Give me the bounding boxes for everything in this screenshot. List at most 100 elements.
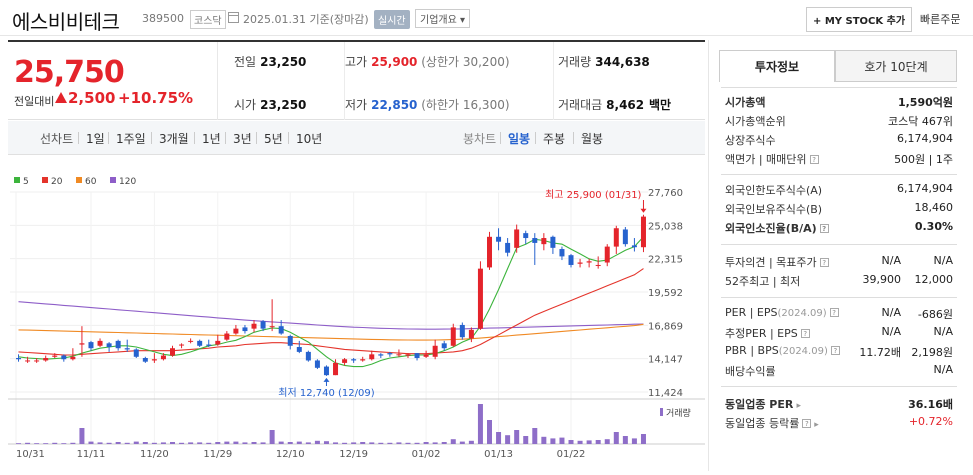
candle-body [151, 359, 157, 361]
volume-bar [523, 436, 529, 444]
tab-weekly[interactable]: 주봉 [543, 132, 566, 146]
help-icon[interactable]: ? [800, 329, 810, 338]
info-mid-value: N/A [881, 306, 901, 319]
candle-body [206, 344, 212, 346]
info-value: 0.30% [914, 220, 953, 233]
x-tick-label: 11/11 [77, 449, 106, 460]
info-row: 외국인한도주식수(A) 6,174,904 [725, 182, 953, 200]
low-price: 저가 22,850 (하한가 16,300) [345, 98, 510, 112]
volume-bar [251, 442, 257, 444]
volume-bar [405, 442, 411, 444]
tab-daily[interactable]: 일봉 [508, 132, 531, 146]
candle-body [342, 359, 348, 363]
candle-body [215, 340, 221, 345]
arrow-right-icon[interactable]: ▸ [793, 401, 802, 411]
tab-investment-info[interactable]: 투자정보 [719, 50, 835, 82]
stock-chart[interactable]: 5 20 60 120 27,760 25,038 22,315 19,592 16,869 14… [8, 156, 705, 471]
volume: 거래량 344,638 [558, 55, 650, 69]
help-icon[interactable]: ? [802, 419, 812, 428]
ma-line-5 [18, 236, 644, 368]
add-mystock-button[interactable]: + MY STOCK 추가 [806, 7, 913, 32]
volume-bar [16, 443, 22, 444]
x-tick-label: 12/10 [276, 449, 305, 460]
tab-1d[interactable]: 1일 [86, 132, 105, 146]
info-label: PBR | BPS(2024.09)? [725, 344, 840, 357]
tab-order-book[interactable]: 호가 10단계 [835, 50, 957, 82]
legend-swatch [110, 177, 116, 183]
candle-body [550, 236, 556, 248]
arrow-right-icon[interactable]: ▸ [811, 420, 819, 430]
help-icon[interactable]: ? [830, 346, 840, 355]
candle-body [432, 345, 438, 357]
help-icon[interactable]: ? [819, 224, 829, 233]
info-row: 상장주식수 6,174,904 [725, 132, 953, 150]
help-icon[interactable]: ? [819, 258, 829, 267]
volume-bar [369, 442, 375, 444]
tab-3m[interactable]: 3개월 [159, 132, 189, 146]
help-icon[interactable]: ? [829, 308, 839, 317]
volume-bar [206, 442, 212, 444]
y-tick-label: 25,038 [648, 221, 683, 232]
line-chart-label[interactable]: 선차트 [40, 132, 74, 146]
tab-monthly[interactable]: 월봉 [581, 132, 604, 146]
candle-body [351, 359, 357, 361]
info-label: 시가총액 [725, 96, 766, 109]
volume-bar [314, 440, 320, 444]
tab-1y[interactable]: 1년 [202, 132, 221, 146]
candle-body [188, 340, 194, 342]
info-value: 6,174,904 [897, 182, 953, 195]
tab-3y[interactable]: 3년 [233, 132, 252, 146]
candle-body [378, 354, 384, 356]
candle-body [233, 328, 239, 334]
candle-body [269, 326, 275, 328]
info-label: 동일업종 등락률? ▸ [725, 417, 819, 430]
info-mid-value: N/A [881, 325, 901, 338]
tab-5y[interactable]: 5년 [264, 132, 283, 146]
candle-body [523, 233, 529, 239]
volume-label: 거래량 [666, 407, 691, 419]
volume-bar [224, 441, 230, 444]
candle-body [450, 327, 456, 346]
help-icon[interactable]: ? [809, 155, 819, 164]
candle-body [224, 333, 230, 340]
info-value: 12,000 [914, 273, 954, 286]
info-label: 배당수익률 [725, 365, 776, 378]
info-row: 동일업종 PER ▸ 36.16배 [725, 396, 953, 414]
volume-bar [215, 442, 221, 444]
price-summary: 25,750 전일대비 2,500 +10.75% 전일 23,250 고가 25,… [8, 40, 705, 120]
candle-body [287, 335, 293, 346]
candle-body [514, 229, 520, 248]
candle-body [360, 359, 366, 361]
info-row: 외국인보유주식수(B) 18,460 [725, 201, 953, 219]
stock-code: 389500 [142, 12, 184, 25]
candle-chart-label[interactable]: 봉차트 [463, 132, 497, 146]
realtime-button[interactable]: 실시간 [374, 10, 410, 29]
volume-bar [577, 440, 583, 444]
change-value: 2,500 [68, 89, 116, 107]
volume-bar [604, 439, 610, 444]
volume-bar [124, 442, 130, 444]
info-label: 시가총액순위 [725, 115, 786, 128]
tab-10y[interactable]: 10년 [296, 132, 323, 146]
tab-1w[interactable]: 1주일 [116, 132, 146, 146]
volume-bar [79, 428, 85, 444]
prev-close: 전일 23,250 [234, 55, 307, 69]
candle-body [70, 356, 76, 360]
low-arrow-icon [323, 377, 330, 382]
candle-body [34, 360, 40, 362]
candle-body [559, 249, 565, 257]
info-row: 동일업종 등락률? ▸ +0.72% [725, 415, 953, 433]
candle-body [496, 236, 502, 242]
info-label: 동일업종 PER ▸ [725, 398, 802, 411]
candle-body [133, 349, 139, 357]
candle-body [613, 228, 619, 247]
info-label: 추정PER | EPS? [725, 325, 810, 341]
candle-body [333, 362, 339, 376]
y-tick-label: 27,760 [648, 188, 683, 199]
legend-label: 120 [119, 177, 136, 187]
volume-bar [305, 442, 311, 444]
volume-bar [296, 441, 302, 444]
company-overview-dropdown[interactable]: 기업개요 ▾ [415, 9, 470, 28]
fast-order-link[interactable]: 빠른주문 [920, 13, 961, 26]
x-tick-label: 01/02 [412, 449, 441, 460]
